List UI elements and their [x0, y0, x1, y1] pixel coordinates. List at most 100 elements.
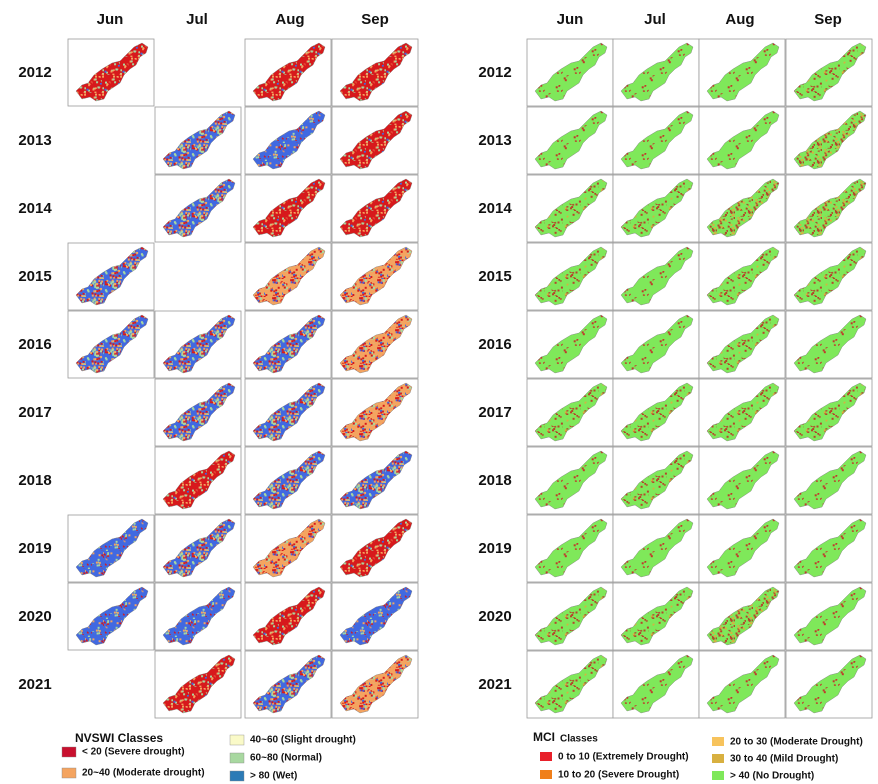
map-panel [699, 447, 785, 514]
month-header: Jun [97, 11, 124, 28]
map-panel [786, 243, 872, 310]
legend-label: 0 to 10 (Extremely Drought) [558, 752, 689, 763]
map-panel [245, 651, 331, 718]
map-panel [332, 39, 418, 106]
map-panel [68, 583, 154, 650]
map-panel [155, 175, 241, 242]
map-panel [786, 447, 872, 514]
month-header: Aug [725, 11, 754, 28]
map-panel [68, 39, 154, 106]
month-header: Jul [644, 11, 666, 28]
map-panel [527, 515, 613, 582]
map-panel [527, 311, 613, 378]
map-panel [68, 515, 154, 582]
map-panel [699, 515, 785, 582]
map-panel [786, 39, 872, 106]
legend-label: 60~80 (Normal) [250, 753, 322, 764]
map-panel [245, 311, 331, 378]
map-panel [613, 651, 699, 718]
year-label: 2016 [18, 336, 51, 353]
map-panel [699, 583, 785, 650]
map-panel [155, 651, 241, 718]
year-label: 2017 [478, 404, 511, 421]
legend-swatch [712, 754, 724, 763]
map-panel [527, 39, 613, 106]
map-panel [613, 515, 699, 582]
month-header: Aug [275, 11, 304, 28]
legend-swatch [540, 770, 552, 779]
map-panel [527, 447, 613, 514]
year-label: 2020 [18, 608, 51, 625]
legend-label: 20 to 30 (Moderate Drought) [730, 737, 863, 748]
map-panel [332, 311, 418, 378]
map-panel [245, 583, 331, 650]
year-label: 2014 [18, 200, 52, 217]
map-panel [786, 175, 872, 242]
map-panel [245, 243, 331, 310]
map-panel [68, 311, 154, 378]
map-panel [699, 651, 785, 718]
legend-title: MCI [533, 730, 555, 744]
map-panel [699, 379, 785, 446]
legend-label: < 20 (Severe drought) [82, 747, 185, 758]
legend-label: 20~40 (Moderate drought) [82, 768, 205, 779]
legend-swatch [230, 753, 244, 763]
map-panel [613, 583, 699, 650]
map-panel [332, 447, 418, 514]
year-label: 2018 [18, 472, 51, 489]
month-header: Sep [361, 11, 389, 28]
map-panel [155, 107, 241, 174]
legend-label: > 40 (No Drought) [730, 771, 814, 782]
figure: Jun Jul Aug Sep 2012 2013 2014 2015 2016 2017 2018… [0, 0, 878, 784]
map-panel [699, 311, 785, 378]
map-panel [786, 583, 872, 650]
year-label: 2013 [18, 132, 51, 149]
map-panel [155, 311, 241, 378]
legend-swatch [230, 735, 244, 745]
map-panel [332, 379, 418, 446]
legend-swatch [62, 768, 76, 778]
map-panel [68, 243, 154, 310]
map-panel [527, 107, 613, 174]
map-panel [155, 515, 241, 582]
year-label: 2016 [478, 336, 511, 353]
map-panel [155, 447, 241, 514]
map-panel [613, 311, 699, 378]
legend-swatch [712, 771, 724, 780]
map-panel [332, 175, 418, 242]
map-panel [786, 515, 872, 582]
year-label: 2012 [18, 64, 51, 81]
map-panel [786, 651, 872, 718]
map-panel [613, 175, 699, 242]
map-panel [527, 379, 613, 446]
map-panel [613, 39, 699, 106]
map-panel [527, 583, 613, 650]
map-panel [332, 515, 418, 582]
legend-swatch [62, 747, 76, 757]
legend-label: > 80 (Wet) [250, 771, 297, 782]
year-label: 2012 [478, 64, 511, 81]
map-panel [613, 379, 699, 446]
legend-title: NVSWI Classes [75, 731, 163, 745]
map-panel [245, 175, 331, 242]
legend-swatch [540, 752, 552, 761]
legend-swatch [712, 737, 724, 746]
map-panel [245, 379, 331, 446]
year-label: 2019 [478, 540, 511, 557]
map-panel [786, 107, 872, 174]
map-panel [245, 107, 331, 174]
map-panel [786, 379, 872, 446]
year-label: 2021 [18, 676, 51, 693]
year-label: 2021 [478, 676, 511, 693]
legend-label: 30 to 40 (Mild Drought) [730, 754, 838, 765]
year-label: 2019 [18, 540, 51, 557]
map-panel [245, 447, 331, 514]
month-header: Jun [557, 11, 584, 28]
map-panel [332, 583, 418, 650]
year-label: 2018 [478, 472, 511, 489]
year-label: 2015 [478, 268, 511, 285]
map-panel [527, 175, 613, 242]
map-panel [613, 243, 699, 310]
map-panel [699, 175, 785, 242]
map-panel [155, 583, 241, 650]
